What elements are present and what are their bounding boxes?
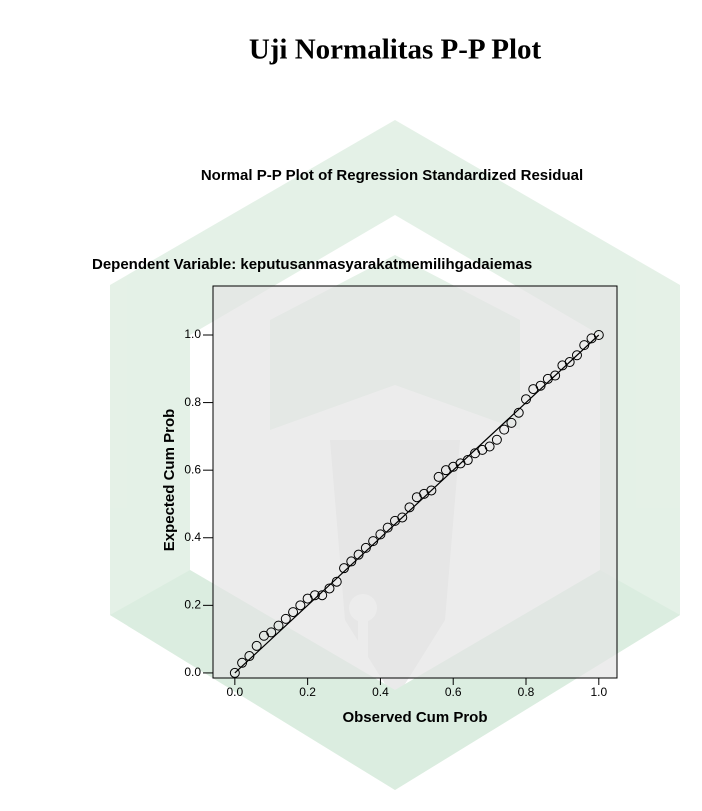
- point: [244, 651, 255, 662]
- y-tick-label: 0.0: [184, 665, 201, 679]
- y-tick-label: 0.8: [184, 395, 201, 409]
- x-tick-label: 0.6: [445, 685, 462, 699]
- point: [317, 590, 328, 601]
- point: [251, 640, 262, 651]
- point: [353, 549, 364, 560]
- point: [237, 657, 248, 668]
- point: [273, 620, 284, 631]
- point: [579, 340, 590, 351]
- y-tick-label: 0.2: [184, 598, 201, 612]
- point: [521, 394, 532, 405]
- point: [564, 357, 575, 368]
- x-tick-label: 0.4: [372, 685, 389, 699]
- plot-area: [212, 285, 618, 679]
- y-axis-label: Expected Cum Prob: [161, 409, 178, 552]
- point: [593, 330, 604, 340]
- point: [462, 455, 473, 466]
- y-tick-label: 0.4: [184, 530, 201, 544]
- y-tick-label: 0.6: [184, 462, 201, 476]
- point: [295, 600, 306, 611]
- chart-subtitle: Dependent Variable: keputusanmasyarakatm…: [92, 256, 532, 273]
- point: [331, 576, 342, 587]
- point: [368, 536, 379, 547]
- point: [324, 583, 335, 594]
- point: [433, 471, 444, 482]
- point: [339, 563, 350, 574]
- point: [513, 407, 524, 418]
- x-tick-label: 0.8: [518, 685, 535, 699]
- point: [404, 502, 415, 513]
- point: [288, 607, 299, 618]
- reference-line: [234, 334, 600, 674]
- plot: 0.0 0.2 0.4 0.6 0.8 1.0 0.0 0.2 0.4 0.6 0.8 1.0: [184, 285, 618, 699]
- point: [309, 590, 320, 601]
- point: [499, 424, 510, 435]
- x-tick-label: 0.0: [226, 685, 243, 699]
- point: [346, 556, 357, 567]
- point: [426, 485, 437, 496]
- x-axis-label: Observed Cum Prob: [342, 709, 487, 726]
- chart-title: Normal P-P Plot of Regression Standardiz…: [201, 167, 583, 184]
- point: [360, 542, 371, 553]
- point: [229, 667, 240, 678]
- point: [280, 613, 291, 624]
- point: [535, 380, 546, 391]
- point: [382, 522, 393, 533]
- x-tick-label: 1.0: [590, 685, 607, 699]
- point: [550, 370, 561, 381]
- y-tick-label: 1.0: [184, 327, 201, 341]
- point: [484, 441, 495, 452]
- point: [571, 350, 582, 361]
- document-title: Uji Normalitas P-P Plot: [249, 34, 542, 66]
- point: [266, 627, 277, 638]
- point: [397, 512, 408, 523]
- point: [491, 434, 502, 445]
- point: [375, 529, 386, 540]
- point: [506, 417, 517, 428]
- x-tick-label: 0.2: [299, 685, 316, 699]
